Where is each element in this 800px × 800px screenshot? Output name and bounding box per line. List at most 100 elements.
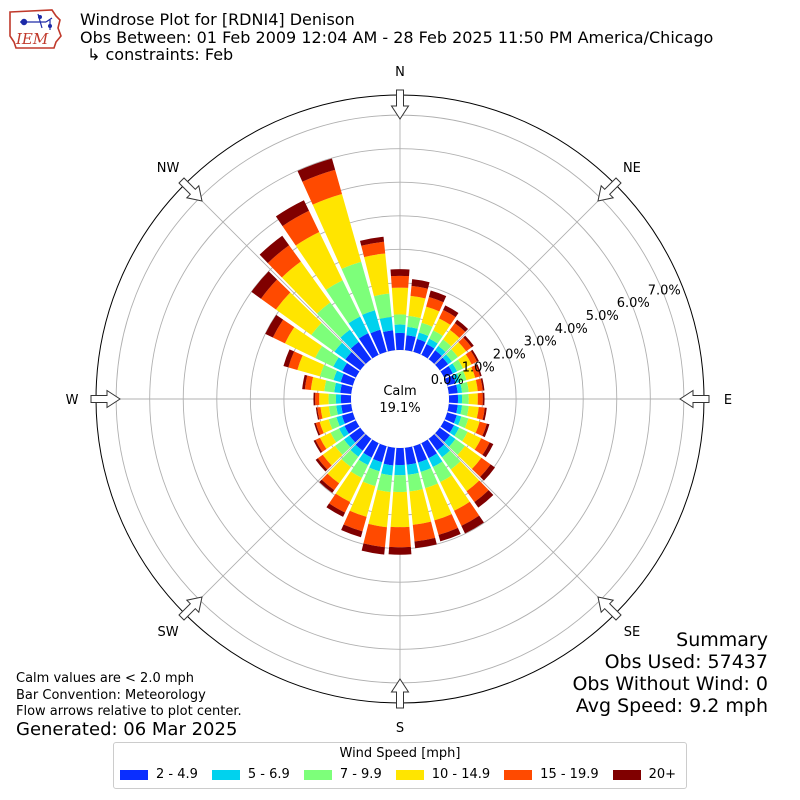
bar-segment [475,421,487,437]
bar-segment [315,437,327,452]
bar-segment [368,489,391,528]
bar-segment [265,314,284,338]
legend: Wind Speed [mph] 2 - 4.9 5 - 6.9 7 - 9.9… [113,742,687,789]
bar-segment [349,427,365,443]
bar-segment [461,393,469,405]
bar-segment [327,459,351,484]
bar-segment [251,271,278,299]
bar-segment [313,392,316,406]
bar-segment [336,404,343,415]
logo-text: IEM [15,30,49,48]
bar-segment [283,349,295,368]
bar-segment [458,354,472,369]
legend-title: Wind Speed [mph] [339,746,461,761]
calm-value: 19.1% [379,401,420,416]
bar-segment [471,364,481,378]
bar-segment [335,394,342,404]
bar-segment [350,459,369,478]
grid-spoke [434,183,616,365]
bar-segment [275,200,310,227]
bar-segment [476,407,485,420]
bar-segment [428,290,447,303]
flow-note: Flow arrows relative to plot center. [16,704,242,719]
grid-spoke [434,433,616,615]
bar-segment [448,363,458,374]
bar-segment [442,329,460,347]
bar-segment [383,446,396,466]
bar-segment [388,546,412,555]
compass-arrow [390,678,410,709]
bar-segment [440,420,455,433]
bar-segment [315,407,320,420]
bar-segment [333,357,347,372]
bar-segment [370,329,387,355]
bar-segment [406,326,418,337]
compass-label: NW [157,161,180,176]
bar-segment [408,295,426,318]
bar-segment [341,403,353,414]
bar-segment [444,375,456,386]
bar-segment [338,425,349,438]
bar-segment [418,459,432,472]
bar-segment [454,427,468,442]
compass-label: SE [624,625,640,640]
bar-segment [373,293,392,319]
bar-segment [297,355,325,377]
bar-segment [348,316,369,339]
bar-segment [418,322,433,336]
bar-segment [468,393,478,405]
bar-segment [438,339,452,353]
bar-segment [297,158,336,182]
bar-segment [480,464,495,481]
bar-segment [315,345,339,367]
legend-item: 10 - 14.9 [395,767,490,782]
bar-segment [444,412,457,424]
bar-segment [275,292,322,336]
bar-segment [462,431,482,450]
bar-segment [319,419,333,434]
bar-segment [420,468,438,489]
bar-segment [322,445,343,466]
bar-segment [460,382,469,393]
bar-segment [395,447,405,466]
bar-segment [350,341,372,364]
bar-segment [312,193,362,269]
bar-convention-note: Bar Convention: Meteorology [16,688,206,703]
bar-segment [428,453,443,467]
bar-segment [463,335,474,348]
bar-segment [404,446,417,465]
bar-segment [482,407,487,421]
bar-segment [437,444,451,458]
bar-segment [359,236,385,246]
bar-segment [302,169,342,205]
bar-segment [304,375,314,390]
bar-segment [259,235,290,264]
bar-segment [406,463,419,475]
bar-segment [412,521,436,542]
radial-tick-label: 7.0% [648,283,681,298]
bar-segment [447,384,458,395]
chart-title: Windrose Plot for [RDNI4] Denison [80,10,355,29]
bar-segment [383,330,396,352]
bar-segment [480,378,485,391]
legend-label: 5 - 6.9 [247,767,290,782]
bar-segment [448,394,459,404]
bar-segment [288,351,303,370]
grid-spoke [184,183,366,365]
bar-segment [421,439,437,459]
bar-segment [341,524,363,538]
bar-segment [321,473,340,491]
legend-item: 20+ [612,767,676,782]
legend-swatch [395,769,424,780]
compass-label: N [395,65,405,80]
compass-arrow [178,177,203,202]
radial-tick-label: 3.0% [524,335,557,350]
bar-segment [344,420,360,434]
bar-segment [465,350,478,365]
bar-segment [390,491,410,528]
bar-segment [393,474,407,492]
bar-segment [364,253,390,297]
bar-segment [302,374,308,390]
bar-segment [410,285,428,299]
